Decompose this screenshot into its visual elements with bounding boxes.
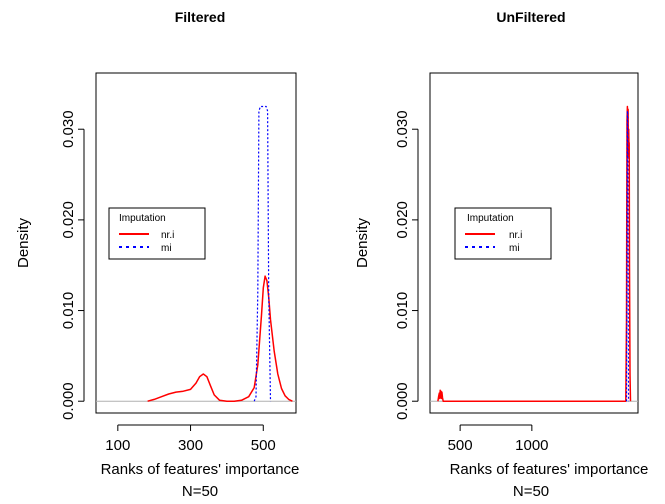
- x-tick-label: 500: [448, 437, 473, 454]
- series-line-mi: [253, 105, 272, 402]
- y-tick-label: 0.010: [394, 292, 411, 330]
- y-tick-label: 0.020: [60, 201, 77, 239]
- x-axis-label: Ranks of features' importance: [101, 461, 300, 478]
- y-tick-label: 0.000: [60, 382, 77, 420]
- y-tick-label: 0.010: [60, 292, 77, 330]
- series-layer: [437, 105, 632, 402]
- chart-title: Filtered: [175, 9, 226, 25]
- series-line-nr-i: [147, 275, 293, 402]
- x-axis-label: Ranks of features' importance: [450, 461, 649, 478]
- plot-frame: [95, 72, 297, 414]
- axes: 500 1000 0.000 0.010 0.020 0.030: [394, 110, 638, 454]
- legend-title: Imputation: [467, 213, 514, 224]
- y-tick-label: 0.030: [394, 110, 411, 148]
- x-tick-label: 300: [178, 437, 203, 454]
- legend-label-mi: mi: [161, 243, 172, 254]
- y-tick-label: 0.000: [394, 382, 411, 420]
- y-axis-label: Density: [15, 217, 32, 268]
- y-axis-label: Density: [354, 217, 371, 268]
- y-tick-label: 0.030: [60, 110, 77, 148]
- y-tick-label: 0.020: [394, 201, 411, 239]
- legend: Imputation nr.i mi: [108, 207, 206, 260]
- legend: Imputation nr.i mi: [454, 207, 552, 260]
- chart-panel-filtered: Filtered Ranks of features' importance N…: [15, 9, 299, 500]
- plot-frame: [429, 72, 639, 414]
- legend-label-mi: mi: [509, 243, 520, 254]
- x-tick-label: 1000: [515, 437, 548, 454]
- legend-label-nr-i: nr.i: [509, 230, 522, 241]
- x-tick-label: 500: [251, 437, 276, 454]
- x-axis-sublabel: N=50: [513, 483, 549, 500]
- chart-panel-unfiltered: UnFiltered Ranks of features' importance…: [354, 9, 648, 500]
- series-line-mi: [625, 110, 630, 402]
- x-tick-label: 100: [105, 437, 130, 454]
- legend-title: Imputation: [119, 213, 166, 224]
- axes: 100 300 500 0.000 0.010 0.020 0.030: [60, 110, 296, 454]
- series-layer: [147, 105, 293, 402]
- x-axis-sublabel: N=50: [182, 483, 218, 500]
- legend-label-nr-i: nr.i: [161, 230, 174, 241]
- chart-title: UnFiltered: [496, 9, 565, 25]
